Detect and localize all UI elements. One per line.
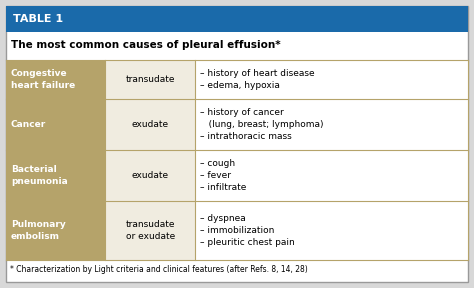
Bar	[105, 99, 195, 150]
Bar	[195, 201, 468, 260]
Bar	[6, 60, 105, 99]
Bar	[6, 150, 105, 201]
Bar	[195, 99, 468, 150]
Bar	[6, 201, 105, 260]
Text: Pulmonary
embolism: Pulmonary embolism	[11, 220, 66, 241]
Text: – dyspnea
– immobilization
– pleuritic chest pain: – dyspnea – immobilization – pleuritic c…	[201, 214, 295, 247]
Text: Bacterial
pneumonia: Bacterial pneumonia	[11, 165, 68, 186]
Text: transudate
or exudate: transudate or exudate	[126, 220, 175, 241]
Text: – history of cancer
   (lung, breast; lymphoma)
– intrathoracic mass: – history of cancer (lung, breast; lymph…	[201, 108, 324, 141]
Text: The most common causes of pleural effusion*: The most common causes of pleural effusi…	[11, 40, 281, 50]
Text: Congestive
heart failure: Congestive heart failure	[11, 69, 75, 90]
Bar	[195, 60, 468, 99]
Text: transudate: transudate	[126, 75, 175, 84]
Text: – history of heart disease
– edema, hypoxia: – history of heart disease – edema, hypo…	[201, 69, 315, 90]
Text: exudate: exudate	[132, 171, 169, 180]
Bar	[105, 201, 195, 260]
Bar	[195, 150, 468, 201]
Text: Cancer: Cancer	[11, 120, 46, 129]
Bar	[105, 60, 195, 99]
Bar	[105, 150, 195, 201]
Text: – cough
– fever
– infiltrate: – cough – fever – infiltrate	[201, 159, 247, 192]
Bar	[6, 6, 468, 32]
Bar	[6, 99, 105, 150]
Text: TABLE 1: TABLE 1	[13, 14, 63, 24]
Text: exudate: exudate	[132, 120, 169, 129]
Text: * Characterization by Light criteria and clinical features (after Refs. 8, 14, 2: * Characterization by Light criteria and…	[10, 265, 308, 274]
